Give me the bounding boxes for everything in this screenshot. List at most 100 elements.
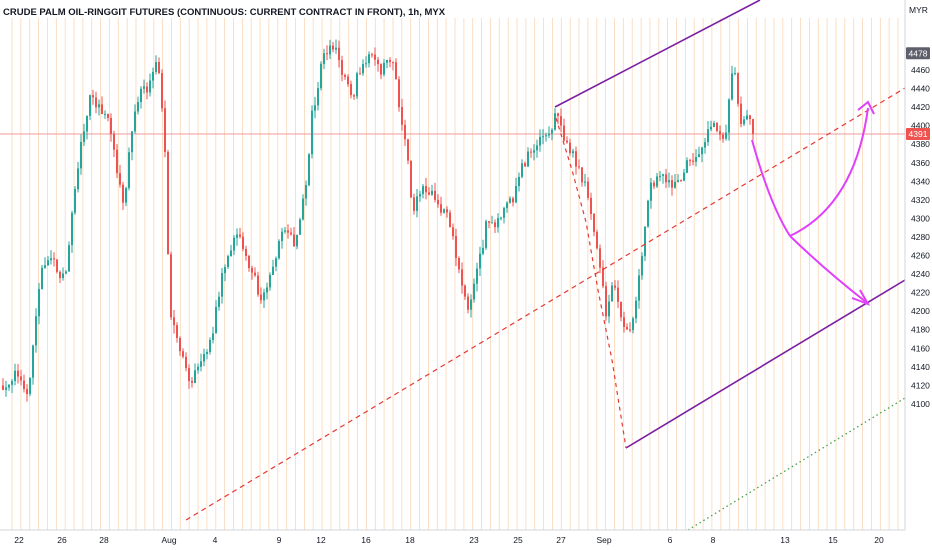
- candle-body: [92, 95, 94, 98]
- candle-body: [494, 222, 496, 228]
- candle-body: [104, 113, 106, 115]
- candle-body: [53, 258, 55, 260]
- price-tick-label: 4360: [911, 158, 930, 168]
- price-tick-label: 4320: [911, 195, 930, 205]
- candle-body: [734, 73, 736, 75]
- candle-body: [752, 119, 754, 134]
- candle-body: [326, 53, 328, 55]
- candle-body: [701, 147, 703, 155]
- session-high-price-badge: [906, 47, 930, 60]
- candle-body: [83, 131, 85, 142]
- candle-body: [389, 60, 391, 63]
- chart-title: CRUDE PALM OIL-RINGGIT FUTURES (CONTINUO…: [3, 7, 446, 18]
- candle-body: [353, 95, 355, 97]
- candle-body: [488, 221, 490, 223]
- candle-body: [233, 237, 235, 251]
- candle-body: [428, 192, 430, 195]
- time-tick-label: 25: [513, 535, 523, 545]
- candle-body: [443, 209, 445, 213]
- candle-body: [122, 184, 124, 203]
- candle-body: [194, 370, 196, 383]
- channel-lower-line: [625, 279, 906, 449]
- candle-body: [47, 260, 49, 266]
- candle-body: [266, 287, 268, 293]
- candle-body: [317, 88, 319, 106]
- candle-body: [551, 129, 553, 134]
- candle-body: [458, 258, 460, 270]
- time-tick-label: 26: [57, 535, 67, 545]
- candle-body: [410, 160, 412, 198]
- candle-body: [614, 285, 616, 288]
- session-high-price-badge-label: 4478: [909, 48, 928, 58]
- candle-body: [143, 86, 145, 89]
- candle-body: [512, 198, 514, 203]
- candle-body: [662, 174, 664, 176]
- candle-body: [704, 142, 706, 148]
- candle-body: [680, 180, 682, 182]
- candle-body: [56, 259, 58, 272]
- candle-body: [221, 273, 223, 297]
- time-tick-label: 16: [361, 535, 371, 545]
- dashed-trendline: [185, 87, 906, 521]
- price-tick-label: 4140: [911, 362, 930, 372]
- candle-body: [260, 294, 262, 301]
- candle-body: [68, 245, 70, 272]
- candle-body: [455, 236, 457, 258]
- candle-body: [296, 234, 298, 247]
- projection-up-arrow: [789, 107, 869, 237]
- candle-body: [11, 380, 13, 385]
- candle-body: [566, 140, 568, 143]
- candle-body: [329, 45, 331, 55]
- candle-body: [638, 275, 640, 301]
- candle-body: [140, 88, 142, 102]
- grid-layer: [11, 18, 899, 530]
- candle-body: [437, 199, 439, 205]
- candle-body: [467, 296, 469, 310]
- candle-body: [251, 268, 253, 273]
- candle-body: [161, 73, 163, 109]
- candle-body: [170, 254, 172, 318]
- candle-body: [482, 247, 484, 254]
- candle-body: [173, 317, 175, 326]
- candle-body: [731, 73, 733, 100]
- candle-body: [698, 154, 700, 158]
- candle-body: [359, 73, 361, 75]
- price-tick-label: 4180: [911, 325, 930, 335]
- candle-body: [479, 253, 481, 269]
- candle-body: [650, 182, 652, 201]
- time-tick-label: 28: [99, 535, 109, 545]
- candle-body: [74, 189, 76, 213]
- candle-body: [35, 316, 37, 346]
- price-tick-label: 4220: [911, 288, 930, 298]
- candle-body: [257, 275, 259, 295]
- candle-body: [476, 268, 478, 284]
- candle-body: [605, 286, 607, 317]
- candle-body: [629, 329, 631, 331]
- projection-down-arrow: [789, 235, 867, 303]
- candle-body: [209, 340, 211, 352]
- candle-body: [542, 136, 544, 138]
- candle-body: [32, 345, 34, 378]
- candle-body: [578, 166, 580, 168]
- candle-body: [563, 125, 565, 141]
- candle-body: [425, 186, 427, 193]
- time-tick-label: 22: [14, 535, 24, 545]
- time-tick-label: 4: [213, 535, 218, 545]
- candle-body: [152, 72, 154, 81]
- candle-body: [461, 269, 463, 286]
- candle-body: [545, 135, 547, 137]
- candle-body: [416, 196, 418, 211]
- candle-body: [50, 258, 52, 261]
- candle-body: [290, 232, 292, 235]
- candle-body: [365, 63, 367, 65]
- candle-body: [131, 131, 133, 153]
- candle-body: [653, 182, 655, 187]
- time-tick-label: 12: [316, 535, 326, 545]
- candle-body: [620, 301, 622, 318]
- candle-body: [623, 317, 625, 327]
- candle-body: [380, 64, 382, 75]
- candle-body: [278, 241, 280, 259]
- candle-body: [305, 185, 307, 199]
